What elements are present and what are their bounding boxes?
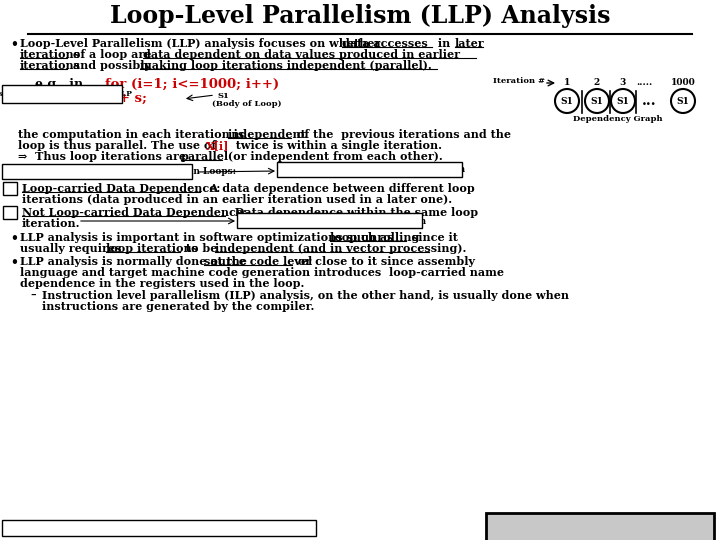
- Text: in: in: [434, 38, 454, 49]
- Text: Loop-Level Parallelism (LLP) Analysis: Loop-Level Parallelism (LLP) Analysis: [109, 4, 611, 28]
- Text: Usually:  Data Parallelism → LLP: Usually: Data Parallelism → LLP: [0, 90, 132, 98]
- Text: loop is thus parallel. The use of: loop is thus parallel. The use of: [18, 140, 220, 151]
- FancyBboxPatch shape: [2, 85, 122, 103]
- Text: the computation in each iteration is: the computation in each iteration is: [18, 129, 248, 140]
- Text: 2: 2: [594, 78, 600, 87]
- Text: LLP analysis is normally done at the: LLP analysis is normally done at the: [20, 256, 251, 267]
- Text: since it: since it: [408, 232, 458, 243]
- Text: –: –: [30, 290, 35, 301]
- Text: and possibly: and possibly: [69, 60, 155, 71]
- FancyBboxPatch shape: [277, 162, 462, 177]
- Text: data dependent on data values produced in earlier: data dependent on data values produced i…: [143, 49, 460, 60]
- Text: (or independent from each other).: (or independent from each other).: [224, 151, 443, 162]
- Text: Between iterations or inter-iteration: Between iterations or inter-iteration: [281, 165, 465, 174]
- Text: iterations: iterations: [20, 60, 81, 71]
- Text: LLP analysis is important in software optimizations such as: LLP analysis is important in software op…: [20, 232, 401, 243]
- Text: S1: S1: [217, 92, 229, 100]
- Text: iterations (data produced in an earlier iteration used in a later one).: iterations (data produced in an earlier …: [22, 194, 452, 205]
- Text: Classification of Date Dependencies in Loops:: Classification of Date Dependencies in L…: [6, 166, 236, 176]
- Text: or close to it since assembly: or close to it since assembly: [294, 256, 475, 267]
- Text: loop iterations: loop iterations: [106, 243, 198, 254]
- Text: (Body of Loop): (Body of Loop): [212, 100, 282, 108]
- Text: of a loop are: of a loop are: [69, 49, 156, 60]
- Text: twice is within a single iteration.: twice is within a single iteration.: [228, 140, 442, 151]
- Text: instructions are generated by the compiler.: instructions are generated by the compil…: [42, 301, 315, 312]
- Text: •: •: [10, 256, 18, 269]
- Text: •: •: [10, 232, 18, 245]
- Text: for (i=1; i<=1000; i++): for (i=1; i<=1000; i++): [105, 78, 279, 91]
- Text: independent (and in vector processing).: independent (and in vector processing).: [215, 243, 467, 254]
- Text: S1: S1: [616, 97, 629, 105]
- Text: Loop-carried Data Dependence:: Loop-carried Data Dependence:: [22, 183, 220, 194]
- FancyBboxPatch shape: [486, 513, 714, 540]
- Text: Iteration #: Iteration #: [493, 77, 545, 85]
- Text: Loop-Level Parallelism (LLP) analysis focuses on whether: Loop-Level Parallelism (LLP) analysis fo…: [20, 38, 384, 49]
- Text: independent: independent: [228, 129, 307, 140]
- Text: Within an iteration or intra-iteration: Within an iteration or intra-iteration: [241, 217, 426, 226]
- Text: iteration.: iteration.: [22, 218, 81, 229]
- Text: Not Loop-carried Data Dependence:: Not Loop-carried Data Dependence:: [22, 207, 247, 218]
- Text: dependence in the registers used in the loop.: dependence in the registers used in the …: [20, 278, 305, 289]
- Text: S1: S1: [561, 97, 573, 105]
- Text: ...: ...: [642, 94, 657, 108]
- Text: A data dependence between different loop: A data dependence between different loop: [202, 183, 474, 194]
- Text: Data dependence within the same loop: Data dependence within the same loop: [227, 207, 478, 218]
- Text: 1000: 1000: [670, 78, 696, 87]
- Text: ⇒  Thus loop iterations are: ⇒ Thus loop iterations are: [18, 151, 190, 162]
- Text: Instruction level parallelism (ILP) analysis, on the other hand, is usually done: Instruction level parallelism (ILP) anal…: [42, 290, 569, 301]
- Text: language and target machine code generation introduces  loop-carried name: language and target machine code generat…: [20, 267, 504, 278]
- Text: 1: 1: [564, 78, 570, 87]
- Text: of the  previous iterations and the: of the previous iterations and the: [293, 129, 511, 140]
- Text: 1: 1: [6, 184, 13, 192]
- FancyBboxPatch shape: [2, 520, 316, 536]
- Text: usually requires: usually requires: [20, 243, 125, 254]
- Text: later: later: [455, 38, 485, 49]
- Text: 2: 2: [6, 207, 13, 217]
- Text: x[i] = x[i] + s;: x[i] = x[i] + s;: [43, 92, 147, 105]
- Text: iterations: iterations: [20, 49, 81, 60]
- Text: S1: S1: [677, 97, 690, 105]
- Text: Dependency Graph: Dependency Graph: [573, 115, 663, 123]
- Text: e.g.  in: e.g. in: [35, 78, 83, 91]
- Text: 4th Edition: Appendix G.1-G.2 (3rd Edition: Chapter 4.4): 4th Edition: Appendix G.1-G.2 (3rd Editi…: [6, 523, 291, 532]
- FancyBboxPatch shape: [2, 206, 17, 219]
- Text: S1: S1: [590, 97, 603, 105]
- Text: X[i]: X[i]: [206, 140, 230, 151]
- Text: making loop iterations independent (parallel).: making loop iterations independent (para…: [140, 60, 432, 71]
- Text: .....: .....: [636, 78, 652, 87]
- FancyBboxPatch shape: [2, 164, 192, 179]
- Text: CMPE550 - Shaaban: CMPE550 - Shaaban: [497, 518, 703, 536]
- Text: source code level: source code level: [204, 256, 312, 267]
- Text: to be: to be: [182, 243, 221, 254]
- Text: loop unrolling: loop unrolling: [330, 232, 419, 243]
- Text: parallel: parallel: [181, 151, 229, 162]
- Text: data accesses: data accesses: [342, 38, 428, 49]
- FancyBboxPatch shape: [237, 213, 422, 228]
- Text: •: •: [10, 38, 18, 51]
- FancyBboxPatch shape: [2, 181, 17, 194]
- Text: 3: 3: [620, 78, 626, 87]
